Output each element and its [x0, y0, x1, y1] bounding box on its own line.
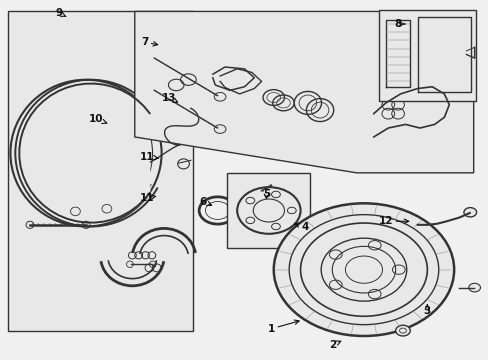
Ellipse shape [468, 283, 480, 292]
Polygon shape [212, 67, 254, 90]
Bar [378, 10, 475, 101]
Polygon shape [20, 84, 149, 222]
Text: 13: 13 [162, 93, 177, 103]
Ellipse shape [10, 80, 161, 226]
Text: 10: 10 [88, 114, 106, 124]
Text: 6: 6 [199, 197, 211, 207]
Text: 5: 5 [262, 189, 269, 199]
Text: 7: 7 [141, 37, 157, 47]
Polygon shape [135, 12, 473, 173]
Bar [227, 173, 310, 248]
Polygon shape [373, 87, 448, 137]
Ellipse shape [273, 203, 453, 336]
Text: 8: 8 [394, 19, 404, 29]
Text: 9: 9 [56, 8, 66, 18]
Text: 12: 12 [378, 216, 408, 226]
Text: 3: 3 [423, 305, 430, 316]
Ellipse shape [395, 325, 409, 336]
Text: 4: 4 [294, 222, 308, 231]
Text: 1: 1 [267, 320, 299, 334]
Ellipse shape [237, 187, 300, 234]
Text: 2: 2 [328, 340, 340, 350]
Ellipse shape [463, 208, 476, 217]
Text: 11: 11 [140, 193, 155, 203]
Ellipse shape [177, 159, 189, 169]
Bar [8, 12, 193, 330]
Text: 11: 11 [140, 152, 158, 162]
